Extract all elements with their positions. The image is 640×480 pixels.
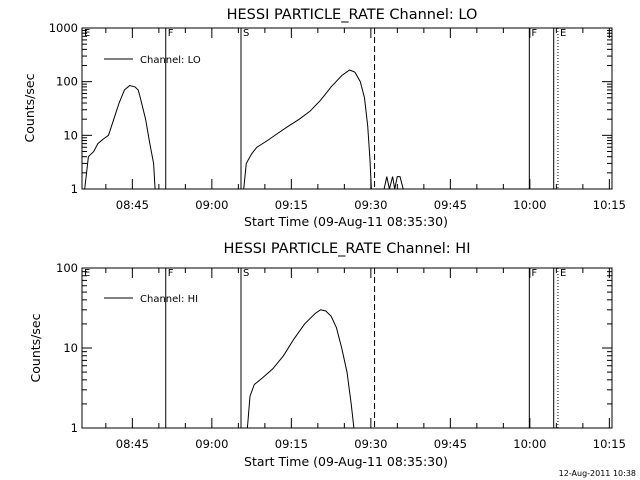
x-tick-label-lo: 08:45	[116, 198, 149, 212]
x-tick-label-hi: 08:45	[116, 437, 149, 451]
x-tick-label-hi: 09:30	[354, 437, 387, 451]
y-tick-label-hi: 1	[71, 421, 78, 435]
footer-date: 12-Aug-2011 10:38	[559, 469, 636, 478]
x-tick-label-lo: 09:15	[275, 198, 308, 212]
chart-lo: HESSI PARTICLE_RATE Channel: LO Start Ti…	[22, 7, 626, 229]
legend-label-lo: Channel: LO	[140, 55, 201, 66]
y-tick-label-hi: 10	[63, 341, 78, 355]
legend-label-hi: Channel: HI	[140, 294, 198, 305]
x-tick-label-hi: 09:00	[195, 437, 228, 451]
legend-lo: Channel: LO	[104, 55, 201, 66]
event-marker-label-hi: S	[243, 268, 249, 279]
y-axis-title-hi: Counts/sec	[28, 313, 43, 382]
event-marker-label-hi: F	[168, 268, 174, 279]
event-marker-label-hi: F	[531, 268, 537, 279]
data-series-line-lo	[243, 69, 372, 190]
event-marker-label-lo: F	[168, 28, 174, 39]
x-tick-label-lo: 09:00	[195, 198, 228, 212]
chart-title-lo: HESSI PARTICLE_RATE Channel: LO	[227, 7, 478, 23]
y-tick-label-hi: 100	[56, 261, 78, 275]
data-series-line-hi	[246, 309, 355, 429]
event-marker-label-lo: S	[243, 28, 249, 39]
data-series-line-lo	[383, 176, 404, 190]
y-tick-label-lo: 1000	[49, 21, 78, 35]
chart-title-hi: HESSI PARTICLE_RATE Channel: HI	[224, 241, 471, 257]
x-axis-title-hi: Start Time (09-Aug-11 08:35:30)	[244, 454, 448, 469]
x-tick-label-lo: 10:00	[513, 198, 546, 212]
y-tick-label-lo: 1	[71, 182, 78, 196]
plot-area-lo: 1 10 100 1000 08:45 09:00 09:15 09:30 09:45 10:00…	[49, 21, 626, 212]
x-tick-label-hi: 10:15	[593, 437, 626, 451]
event-marker-label-lo: E	[560, 28, 566, 39]
x-tick-label-hi: 09:45	[434, 437, 467, 451]
x-tick-label-hi: 10:00	[513, 437, 546, 451]
x-tick-label-hi: 09:15	[275, 437, 308, 451]
x-tick-label-lo: 09:45	[434, 198, 467, 212]
plot-frame-hi	[81, 267, 613, 429]
y-axis-title-lo: Counts/sec	[22, 73, 37, 142]
legend-hi: Channel: HI	[104, 294, 198, 305]
event-marker-label-lo: E	[84, 28, 90, 39]
plot-frame-lo	[81, 27, 613, 190]
event-marker-label-hi: E	[84, 268, 90, 279]
x-tick-label-lo: 09:30	[354, 198, 387, 212]
data-series-line-lo	[84, 84, 156, 190]
x-axis-title-lo: Start Time (09-Aug-11 08:35:30)	[244, 214, 448, 229]
chart-hi: HESSI PARTICLE_RATE Channel: HI Start Ti…	[28, 241, 626, 469]
y-tick-label-lo: 100	[56, 75, 78, 89]
event-marker-label-hi: E	[560, 268, 566, 279]
event-marker-label-lo: F	[531, 28, 537, 39]
x-tick-label-lo: 10:15	[593, 198, 626, 212]
plot-area-hi: 1 10 100 08:45 09:00 09:15 09:30 09:45 10:00 10:1…	[56, 261, 626, 451]
y-tick-label-lo: 10	[63, 128, 78, 142]
